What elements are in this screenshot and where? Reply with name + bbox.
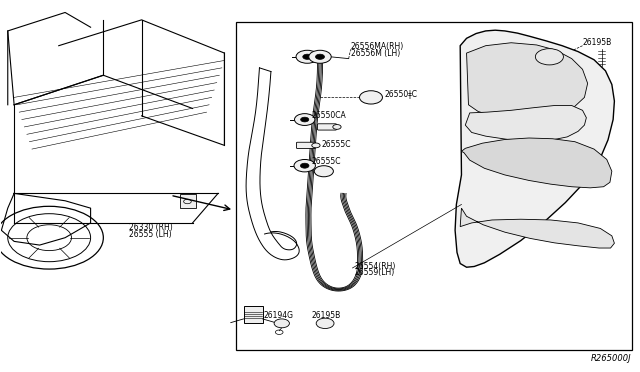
Polygon shape: [460, 208, 614, 248]
Circle shape: [314, 166, 333, 177]
Circle shape: [312, 143, 320, 148]
Circle shape: [296, 50, 319, 63]
Text: 26550CA: 26550CA: [311, 110, 346, 120]
Text: 26194G: 26194G: [264, 311, 294, 320]
Circle shape: [294, 113, 315, 125]
Text: 26556M (LH): 26556M (LH): [351, 49, 400, 58]
Text: 26550ǂC: 26550ǂC: [385, 90, 418, 99]
Bar: [244, 306, 262, 323]
Circle shape: [316, 318, 334, 328]
Text: 26555C: 26555C: [311, 157, 340, 166]
Text: 26559(LH): 26559(LH): [355, 268, 395, 277]
Bar: [236, 22, 632, 350]
Text: 26555 (LH): 26555 (LH): [129, 230, 172, 239]
FancyBboxPatch shape: [317, 124, 337, 130]
Bar: [180, 194, 196, 208]
Circle shape: [308, 50, 332, 63]
Circle shape: [536, 49, 563, 65]
Circle shape: [360, 91, 383, 104]
Text: 26195B: 26195B: [582, 38, 612, 47]
Circle shape: [301, 117, 308, 122]
Text: 26195B: 26195B: [312, 311, 341, 320]
Text: 26554(RH): 26554(RH): [355, 262, 396, 271]
Polygon shape: [455, 30, 614, 267]
Circle shape: [316, 54, 324, 60]
Circle shape: [274, 319, 289, 328]
Circle shape: [294, 160, 316, 172]
Text: 26556MA(RH): 26556MA(RH): [351, 42, 404, 51]
Circle shape: [300, 163, 309, 168]
Polygon shape: [465, 106, 586, 141]
Circle shape: [303, 54, 312, 60]
Text: 26555C: 26555C: [322, 140, 351, 149]
Text: R265000J: R265000J: [590, 354, 631, 363]
Circle shape: [333, 125, 341, 129]
Polygon shape: [461, 138, 612, 188]
FancyBboxPatch shape: [296, 142, 316, 148]
Text: 26330 (RH): 26330 (RH): [129, 223, 173, 232]
Polygon shape: [467, 43, 588, 119]
